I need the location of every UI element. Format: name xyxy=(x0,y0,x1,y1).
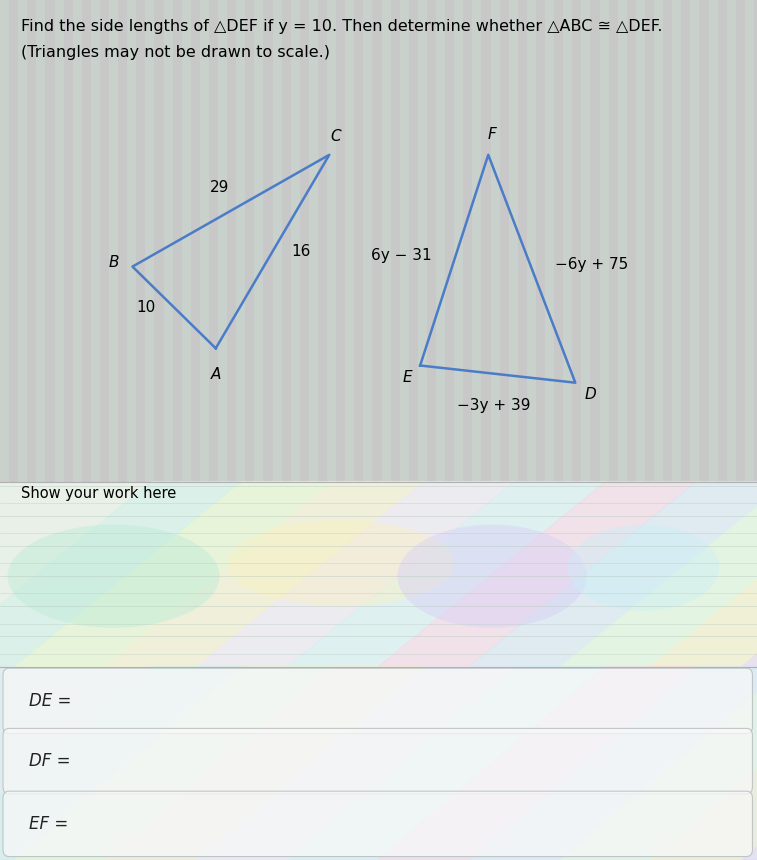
Polygon shape xyxy=(0,666,242,860)
Bar xyxy=(309,0,318,666)
Text: Show your work here: Show your work here xyxy=(21,486,176,501)
Polygon shape xyxy=(469,482,757,666)
Bar xyxy=(436,0,445,666)
Bar xyxy=(382,0,391,666)
Ellipse shape xyxy=(227,520,454,606)
Bar xyxy=(527,0,536,666)
Text: A: A xyxy=(210,367,221,382)
Text: EF =: EF = xyxy=(29,815,68,832)
FancyBboxPatch shape xyxy=(3,791,752,857)
Text: −3y + 39: −3y + 39 xyxy=(457,398,531,413)
Ellipse shape xyxy=(397,525,587,628)
Polygon shape xyxy=(15,666,333,860)
Polygon shape xyxy=(651,482,757,666)
Bar xyxy=(727,0,736,666)
Bar xyxy=(581,0,590,666)
Bar xyxy=(563,0,572,666)
Text: D: D xyxy=(584,387,597,402)
Bar xyxy=(273,0,282,666)
Polygon shape xyxy=(197,482,515,666)
Bar xyxy=(690,0,699,666)
Text: 29: 29 xyxy=(210,181,229,195)
Text: Find the side lengths of △DEF if y = 10. Then determine whether △ABC ≅ △DEF.: Find the side lengths of △DEF if y = 10.… xyxy=(21,19,662,34)
Polygon shape xyxy=(106,666,424,860)
Bar xyxy=(182,0,191,666)
Polygon shape xyxy=(742,482,757,666)
Bar xyxy=(636,0,645,666)
Text: F: F xyxy=(488,127,497,142)
FancyBboxPatch shape xyxy=(3,728,752,794)
Bar xyxy=(127,0,136,666)
Bar xyxy=(218,0,227,666)
Polygon shape xyxy=(378,482,696,666)
Bar xyxy=(36,0,45,666)
Bar xyxy=(345,0,354,666)
Bar xyxy=(509,0,518,666)
Text: 16: 16 xyxy=(291,244,311,259)
Bar xyxy=(164,0,173,666)
Polygon shape xyxy=(742,666,757,860)
Bar xyxy=(600,0,609,666)
Bar xyxy=(400,0,409,666)
Bar xyxy=(327,0,336,666)
Bar xyxy=(672,0,681,666)
Bar xyxy=(418,0,427,666)
Text: 10: 10 xyxy=(136,300,155,315)
Bar xyxy=(0,666,757,860)
Bar xyxy=(145,0,154,666)
Polygon shape xyxy=(651,666,757,860)
Polygon shape xyxy=(288,482,606,666)
Polygon shape xyxy=(560,666,757,860)
Polygon shape xyxy=(0,482,242,666)
Polygon shape xyxy=(197,666,515,860)
Text: (Triangles may not be drawn to scale.): (Triangles may not be drawn to scale.) xyxy=(21,45,330,59)
Bar xyxy=(745,0,754,666)
Text: −6y + 75: −6y + 75 xyxy=(554,257,628,272)
Bar xyxy=(0,0,9,666)
Polygon shape xyxy=(106,482,424,666)
Ellipse shape xyxy=(568,525,719,611)
Ellipse shape xyxy=(8,525,220,628)
Polygon shape xyxy=(288,666,606,860)
Bar xyxy=(0,0,757,666)
Bar xyxy=(73,0,82,666)
FancyBboxPatch shape xyxy=(3,668,752,734)
Bar xyxy=(0,482,757,666)
Bar xyxy=(109,0,118,666)
Polygon shape xyxy=(15,482,333,666)
Bar xyxy=(18,0,27,666)
Text: 6y − 31: 6y − 31 xyxy=(371,249,431,263)
Bar xyxy=(472,0,481,666)
Text: B: B xyxy=(108,255,119,270)
Bar xyxy=(545,0,554,666)
Text: C: C xyxy=(330,130,341,144)
Text: DF =: DF = xyxy=(29,752,70,770)
Bar xyxy=(709,0,718,666)
Text: DE =: DE = xyxy=(29,692,71,710)
Polygon shape xyxy=(560,482,757,666)
Bar xyxy=(363,0,372,666)
Bar xyxy=(91,0,100,666)
Bar xyxy=(491,0,500,666)
Bar xyxy=(200,0,209,666)
Bar xyxy=(654,0,663,666)
Text: E: E xyxy=(403,370,413,384)
Bar xyxy=(618,0,627,666)
Polygon shape xyxy=(469,666,757,860)
Bar xyxy=(236,0,245,666)
Bar xyxy=(55,0,64,666)
Bar xyxy=(254,0,263,666)
Polygon shape xyxy=(378,666,696,860)
Bar xyxy=(291,0,300,666)
Bar xyxy=(454,0,463,666)
